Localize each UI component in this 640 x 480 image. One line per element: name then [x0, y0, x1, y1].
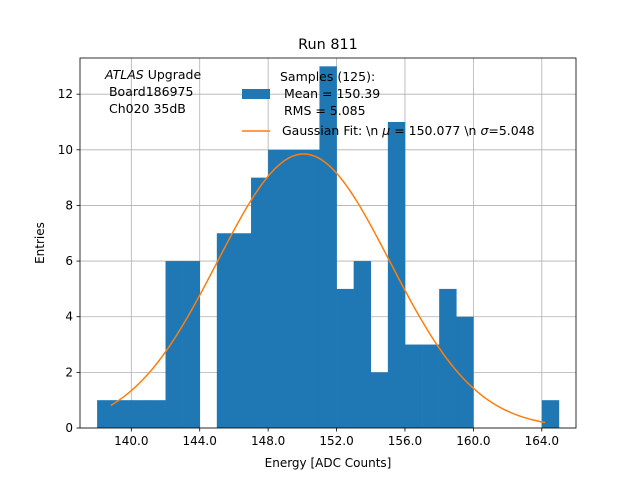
histogram-bar	[404, 344, 423, 428]
histogram-bar	[439, 288, 457, 428]
histogram-bar	[97, 400, 115, 428]
histogram-bar	[353, 261, 372, 428]
x-tick-label: 152.0	[319, 434, 353, 448]
y-tick-label: 10	[58, 143, 73, 157]
x-tick-label: 140.0	[114, 434, 148, 448]
legend-swatch-samples	[242, 89, 270, 99]
histogram-bar	[148, 400, 166, 428]
y-tick-label: 8	[65, 198, 73, 212]
plot-frame	[79, 57, 577, 429]
x-tick-label: 156.0	[388, 434, 422, 448]
legend-label-samples: Samples (125):	[280, 69, 375, 84]
x-axis-label: Energy [ADC Counts]	[265, 456, 392, 470]
histogram-bar	[165, 261, 183, 428]
y-tick-label: 0	[65, 421, 73, 435]
histogram-bar	[319, 66, 337, 429]
annotation-line: ATLAS Upgrade	[104, 67, 201, 82]
histogram-bar	[182, 261, 201, 428]
x-tick-label: 164.0	[525, 434, 559, 448]
x-tick-label: 148.0	[251, 434, 285, 448]
legend-label-samples: RMS = 5.085	[280, 103, 366, 118]
y-axis-label: Entries	[33, 222, 47, 264]
x-axis-ticks: 140.0 144.0 148.0 152.0 156.0 160.0 164.0	[114, 428, 559, 448]
gaussian-fit-curve	[110, 153, 546, 424]
histogram-bar	[370, 372, 389, 428]
legend: Samples (125): Mean = 150.39 RMS = 5.085…	[242, 69, 535, 138]
annotation-line: Board186975	[105, 84, 193, 99]
atlas-annotation: ATLAS Upgrade Board186975 Ch020 35dB	[104, 67, 201, 116]
x-tick-label: 160.0	[456, 434, 490, 448]
histogram-bar	[456, 316, 474, 428]
histogram-bar	[131, 400, 149, 428]
histogram-bar	[268, 149, 286, 428]
y-tick-label: 12	[58, 87, 73, 101]
histogram-bar	[233, 233, 252, 428]
y-tick-label: 6	[65, 254, 73, 268]
histogram-bar	[114, 400, 132, 428]
histogram-bar	[336, 288, 354, 428]
histogram-bar	[541, 400, 560, 428]
histogram-bar	[285, 149, 303, 428]
histogram-bar	[422, 344, 440, 428]
y-tick-label: 4	[65, 310, 73, 324]
histogram-bar	[302, 149, 320, 428]
legend-label-fit: Gaussian Fit: \n μ = 150.077 \n σ=5.048	[282, 123, 535, 138]
y-tick-label: 2	[65, 365, 73, 379]
histogram-bar	[251, 177, 269, 428]
annotation-line: Ch020 35dB	[105, 101, 186, 116]
x-tick-label: 144.0	[183, 434, 217, 448]
legend-label-samples: Mean = 150.39	[280, 86, 380, 101]
y-axis-ticks: 0 2 4 6 8 10 12	[58, 87, 80, 435]
fit-curve-line	[110, 153, 546, 424]
chart-title: Run 811	[298, 37, 358, 53]
histogram-bars	[97, 66, 560, 429]
histogram-bar	[216, 233, 235, 428]
